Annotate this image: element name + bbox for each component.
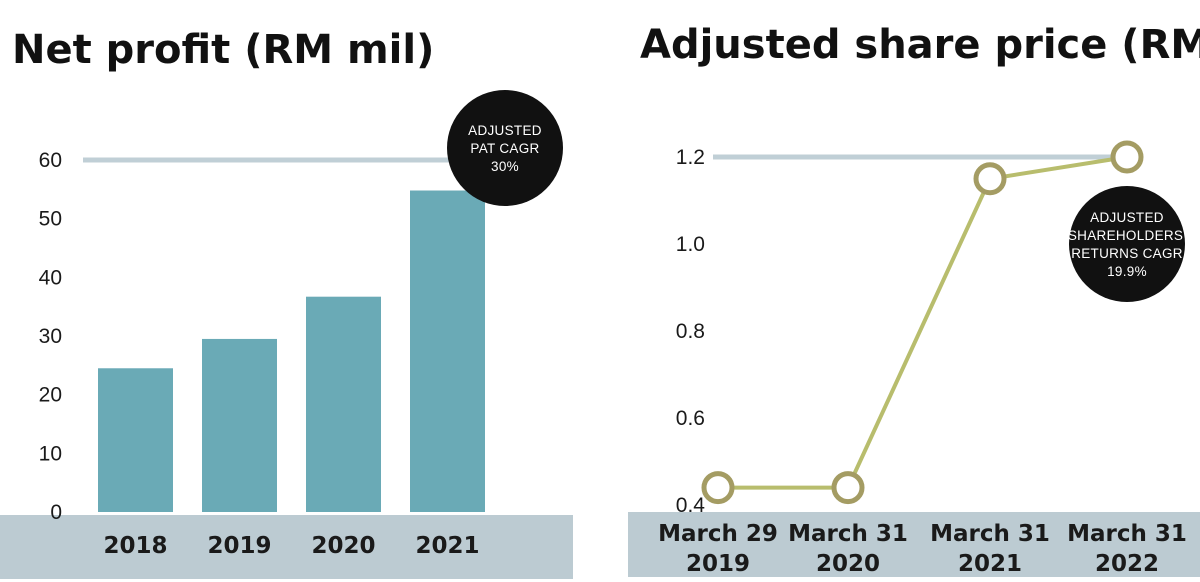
data-point — [831, 471, 865, 505]
line-axis-band — [628, 512, 1200, 577]
line-chart-title: Adjusted share price (RM) — [640, 22, 1200, 68]
bar-y-tick-label: 20 — [39, 384, 62, 407]
bar-axis-band — [0, 515, 573, 579]
line-y-tick-label: 0.4 — [676, 494, 706, 517]
cagr-badge — [1069, 186, 1185, 302]
line-y-tick-label: 1.0 — [676, 233, 705, 256]
series-line — [718, 155, 1128, 490]
cagr-badge-label: ADJUSTED — [1090, 210, 1164, 225]
line-x-tick-label: March 29 2019 — [658, 521, 778, 577]
bar-y-tick-label: 0 — [50, 501, 62, 524]
line-x-tick-label: March 31 2022 — [1067, 521, 1187, 577]
bar — [98, 368, 173, 512]
bar-x-tick-label: 2018 — [103, 533, 167, 559]
line-y-tick-label: 1.2 — [676, 146, 705, 169]
line-chart: 0.4 0.6 0.8 1.0 1.2 ADJUSTED SHAREHOLDERS' RETU… — [658, 140, 1187, 577]
bar-y-tick-label: 30 — [39, 325, 62, 348]
line-y-tick-label: 0.8 — [676, 320, 705, 343]
cagr-badge-label: PAT CAGR — [470, 141, 539, 156]
bar-y-tick-label: 50 — [39, 208, 62, 231]
bar-x-tick-label: 2021 — [415, 533, 479, 559]
data-point — [701, 471, 735, 505]
cagr-badge-label: ADJUSTED — [468, 123, 542, 138]
bar-y-tick-label: 60 — [39, 149, 62, 172]
bar-y-tick-label: 40 — [39, 266, 62, 289]
line-y-tick-label: 0.6 — [676, 407, 705, 430]
cagr-badge-label: SHAREHOLDERS' — [1068, 228, 1186, 243]
data-point — [1110, 140, 1144, 174]
bar — [306, 296, 381, 512]
cagr-badge-label: 30% — [491, 159, 519, 174]
bar — [202, 338, 277, 512]
bar-y-tick-label: 10 — [39, 442, 62, 465]
bar-x-tick-label: 2019 — [207, 533, 271, 559]
bar-chart: 0 10 20 30 40 50 60 2018 2019 2020 2021 ADJUSTED PAT… — [39, 90, 563, 559]
cagr-badge-label: RETURNS CAGR — [1071, 246, 1183, 261]
bar — [410, 190, 485, 513]
bar-x-tick-label: 2020 — [311, 533, 375, 559]
line-x-tick-label: March 31 2020 — [788, 521, 908, 577]
line-x-tick-label: March 31 2021 — [930, 521, 1050, 577]
cagr-badge-label: 19.9% — [1107, 264, 1147, 279]
data-point — [973, 162, 1007, 196]
cagr-badge — [447, 90, 563, 206]
bar-chart-title: Net profit (RM mil) — [12, 27, 434, 73]
